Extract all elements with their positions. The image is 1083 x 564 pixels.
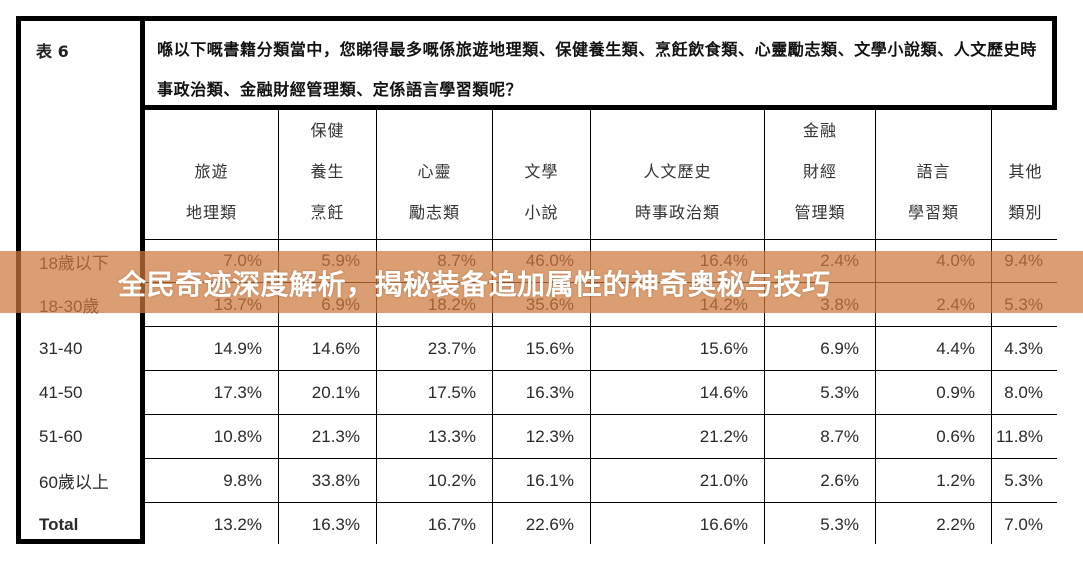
row-label: 31-40 <box>39 338 83 358</box>
table-cell: 2.2% <box>876 503 991 546</box>
table-cell: 16.3% <box>493 371 590 414</box>
table-cell: 10.8% <box>145 415 278 458</box>
column-header: 人文歷史 時事政治類 <box>591 110 764 239</box>
table-cell: 21.3% <box>279 415 376 458</box>
row-label: 41-50 <box>39 382 83 402</box>
table-cell: 1.2% <box>876 459 991 502</box>
table-cell: 17.3% <box>145 371 278 414</box>
row-labels: 18歲以下 18-30歲 31-40 41-50 51-60 60歲以上 Tot… <box>21 110 140 539</box>
table-cell: 0.9% <box>876 371 991 414</box>
table-cell: 15.6% <box>493 327 590 370</box>
table-cell: 14.9% <box>145 327 278 370</box>
table-cell: 16.7% <box>377 503 492 546</box>
table-cell: 21.2% <box>591 415 764 458</box>
table-cell: 14.6% <box>279 327 376 370</box>
row-label: 51-60 <box>39 426 83 446</box>
column-header: 金融 財經 管理類 <box>765 110 875 239</box>
table-cell: 5.3% <box>992 459 1059 502</box>
table-number: 表 6 <box>36 42 69 61</box>
table-cell: 17.5% <box>377 371 492 414</box>
table-cell: 23.7% <box>377 327 492 370</box>
table-cell: 6.9% <box>765 327 875 370</box>
data-grid: 旅遊 地理類 保健 養生 烹飪 心靈 勵志類 文學 小說 人文歷史 時事政治類 金融 財經 管理… <box>145 110 1059 546</box>
table-cell: 14.6% <box>591 371 764 414</box>
column-header: 旅遊 地理類 <box>145 110 278 239</box>
table-cell: 8.7% <box>765 415 875 458</box>
table-cell: 16.1% <box>493 459 590 502</box>
table-cell: 15.6% <box>591 327 764 370</box>
column-header: 其他 類別 <box>992 110 1059 239</box>
table-cell: 10.2% <box>377 459 492 502</box>
table-cell: 5.3% <box>765 371 875 414</box>
table-cell: 4.4% <box>876 327 991 370</box>
table-cell: 11.8% <box>992 415 1059 458</box>
column-header: 心靈 勵志類 <box>377 110 492 239</box>
table-cell: 16.6% <box>591 503 764 546</box>
table-cell: 12.3% <box>493 415 590 458</box>
row-label-total: Total <box>39 514 79 534</box>
table-cell: 22.6% <box>493 503 590 546</box>
table-cell: 2.6% <box>765 459 875 502</box>
row-label: 60歲以上 <box>39 473 109 492</box>
column-header: 文學 小說 <box>493 110 590 239</box>
row-label-spacer <box>21 110 140 239</box>
column-header: 語言 學習類 <box>876 110 991 239</box>
table-cell: 4.3% <box>992 327 1059 370</box>
table-cell: 20.1% <box>279 371 376 414</box>
column-header: 保健 養生 烹飪 <box>279 110 376 239</box>
banner-title: 全民奇迹深度解析，揭秘装备追加属性的神奇奥秘与技巧 <box>118 268 831 301</box>
table-cell: 13.3% <box>377 415 492 458</box>
table-cell: 13.2% <box>145 503 278 546</box>
survey-question: 喺以下嘅書籍分類當中，您睇得最多嘅係旅遊地理類、保健養生類、烹飪飲食類、心靈勵志… <box>145 21 1052 105</box>
table-cell: 21.0% <box>591 459 764 502</box>
table-cell: 0.6% <box>876 415 991 458</box>
overlay-banner: 全民奇迹深度解析，揭秘装备追加属性的神奇奥秘与技巧 <box>0 251 1083 313</box>
table-cell: 7.0% <box>992 503 1059 546</box>
table-cell: 16.3% <box>279 503 376 546</box>
table-cell: 33.8% <box>279 459 376 502</box>
table-cell: 9.8% <box>145 459 278 502</box>
table-cell: 5.3% <box>765 503 875 546</box>
table-cell: 8.0% <box>992 371 1059 414</box>
